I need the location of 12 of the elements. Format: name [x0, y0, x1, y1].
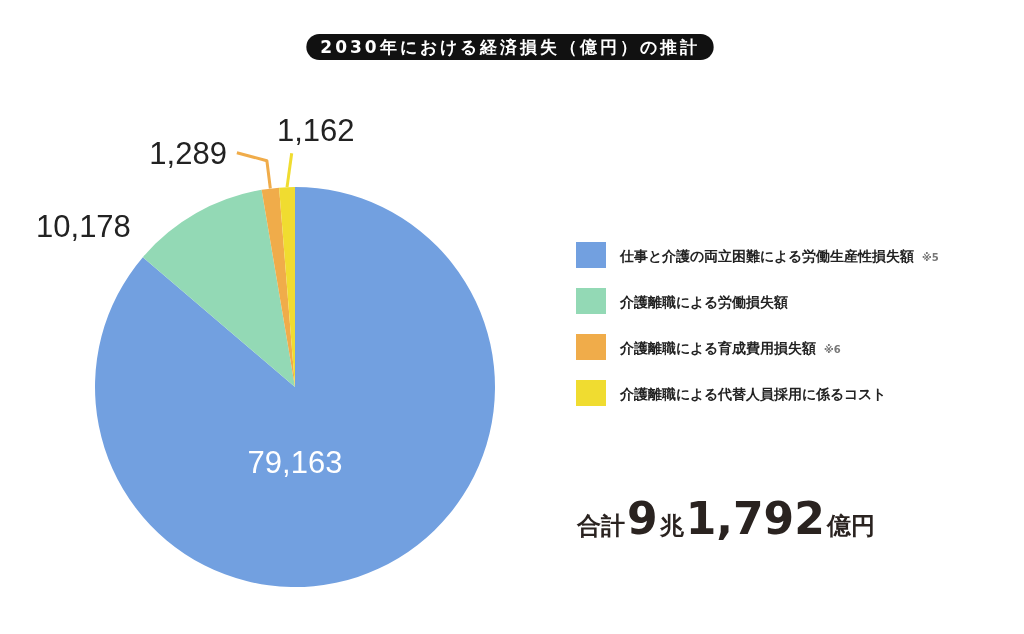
legend-label: 介護離職による代替人員採用に係るコスト — [619, 386, 886, 402]
data-label: 1,289 — [149, 135, 227, 171]
data-label: 79,163 — [247, 445, 343, 480]
chart-title: 2030年における経済損失（億円）の推計 — [320, 37, 700, 57]
text: 合計9兆1,792億円 — [576, 493, 875, 544]
legend-label: 介護離職による労働損失額 — [619, 294, 788, 310]
pie-slice — [261, 187, 295, 387]
data-label: 1,162 — [276, 113, 355, 149]
pie-slice — [142, 189, 295, 387]
legend-label: 仕事と介護の両立困難による労働生産性損失額 ※5 — [619, 248, 939, 264]
data-label: 10,178 — [36, 208, 131, 244]
legend-label: 介護離職による育成費用損失額 ※6 — [619, 340, 841, 356]
